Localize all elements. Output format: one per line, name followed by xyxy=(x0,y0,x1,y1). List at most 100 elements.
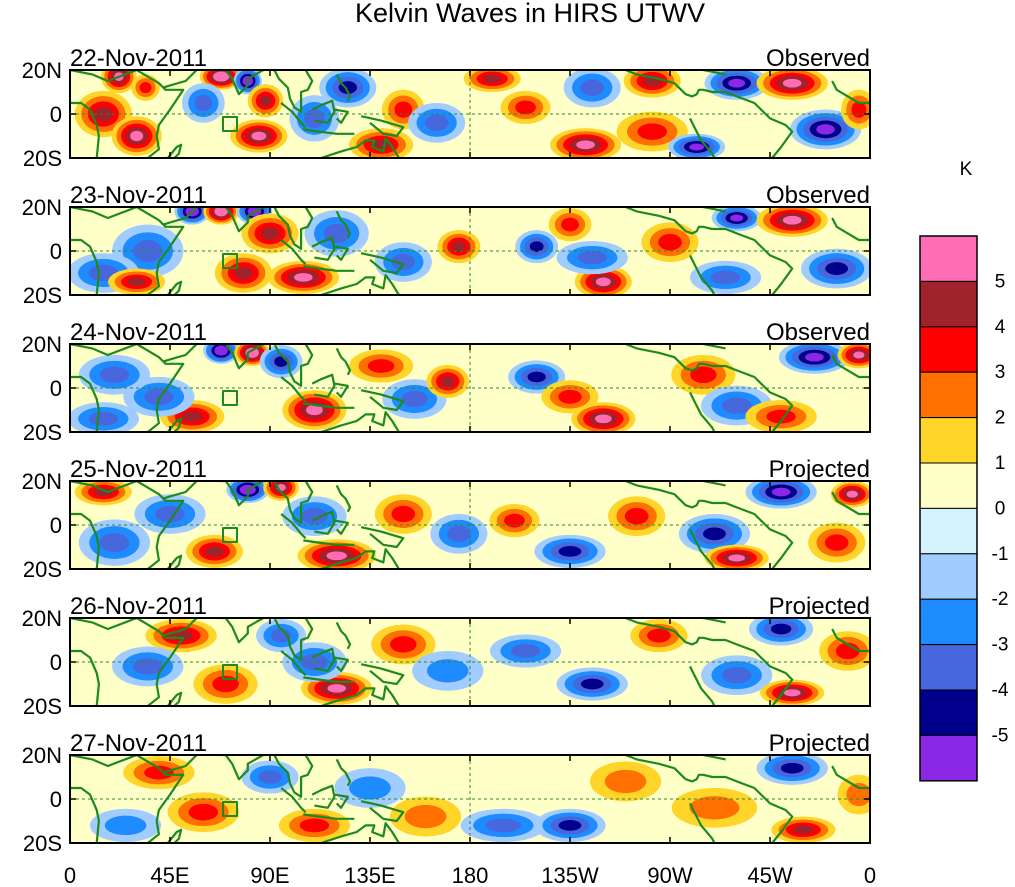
contour-level xyxy=(722,667,752,684)
panel-5: 26-Nov-2011 Projected 20N 0 20S xyxy=(22,593,871,719)
coastline xyxy=(273,755,314,798)
x-tick-label: 0 xyxy=(864,863,876,887)
coastline xyxy=(162,207,198,226)
panel-kind-label: Projected xyxy=(769,456,870,483)
contour-level xyxy=(558,546,582,557)
coastline xyxy=(689,802,716,843)
y-tick-label: 20S xyxy=(23,694,62,719)
coastline xyxy=(681,70,726,76)
contour-level xyxy=(390,636,417,653)
colorbar-tick-label: -1 xyxy=(992,544,1009,565)
coastline xyxy=(335,210,352,239)
colorbar-swatch xyxy=(919,644,978,691)
anomaly-contours xyxy=(112,618,870,706)
coastline xyxy=(303,813,355,820)
coastline xyxy=(303,128,355,135)
contour-level xyxy=(306,404,323,416)
coastline xyxy=(70,755,185,843)
colorbar-tick-label: 4 xyxy=(995,317,1006,338)
contour-level xyxy=(722,397,752,414)
x-tick-label: 135E xyxy=(344,863,395,887)
colorbar-tick-label: 1 xyxy=(995,453,1006,474)
contour-level xyxy=(452,241,466,252)
coastline xyxy=(320,274,400,295)
contour-level xyxy=(783,78,802,88)
contour-level xyxy=(624,508,649,525)
colorbar-swatch xyxy=(919,689,978,736)
contour-level xyxy=(558,820,582,831)
contour-level xyxy=(780,762,804,774)
contour-level xyxy=(367,359,395,373)
y-tick-label: 20S xyxy=(23,557,62,582)
coastline xyxy=(334,382,349,398)
contour-level xyxy=(485,818,521,833)
coastline xyxy=(303,539,355,546)
contour-level xyxy=(194,94,213,112)
coastline xyxy=(625,755,794,843)
coastline xyxy=(273,70,314,113)
y-tick-label: 20N xyxy=(22,469,62,494)
contour-level xyxy=(301,508,328,525)
coastline xyxy=(335,73,352,102)
region-box xyxy=(222,253,238,269)
region-box xyxy=(222,390,238,406)
contour-level xyxy=(144,765,174,780)
contour-level xyxy=(825,262,848,275)
colorbar-swatch xyxy=(919,235,978,282)
contour-level xyxy=(94,487,113,497)
coastlines xyxy=(70,755,870,843)
colorbar-tick-label: 3 xyxy=(995,362,1006,383)
coastline xyxy=(70,70,185,158)
x-tick-label: 0 xyxy=(64,863,76,887)
coastline xyxy=(280,239,307,265)
coastline xyxy=(70,344,185,432)
contour-level xyxy=(658,234,682,251)
contour-level xyxy=(301,653,328,671)
coastline xyxy=(320,548,400,569)
coastline xyxy=(303,676,355,683)
contour-level xyxy=(824,534,849,551)
panel-kind-label: Projected xyxy=(769,730,870,757)
colorbar-tick-label: -2 xyxy=(992,589,1009,610)
coastline xyxy=(311,647,336,672)
anomaly-contours xyxy=(74,481,870,569)
coastline xyxy=(280,650,307,676)
coastline xyxy=(360,389,405,412)
coastline xyxy=(218,207,264,233)
coastline xyxy=(162,70,198,89)
contour-level xyxy=(690,366,717,383)
coastline xyxy=(273,344,314,387)
region-box xyxy=(222,801,238,817)
colorbar-tick-label: 2 xyxy=(995,408,1006,429)
contour-level xyxy=(326,551,347,561)
coastline xyxy=(70,375,100,432)
colorbar-swatch xyxy=(919,598,978,646)
contour-level xyxy=(580,79,604,96)
coastline xyxy=(689,528,716,569)
coastline xyxy=(166,828,183,843)
coastline xyxy=(273,207,314,250)
y-tick-label: 20S xyxy=(23,420,62,445)
coastline xyxy=(831,217,870,242)
coastline xyxy=(681,344,726,350)
contour-level xyxy=(440,376,455,387)
coastline xyxy=(218,70,264,96)
y-tick-label: 20N xyxy=(22,606,62,631)
panel-3: 24-Nov-2011 Observed 20N 0 20S xyxy=(22,319,871,445)
colorbar-frame xyxy=(919,235,978,782)
coastline xyxy=(303,402,355,409)
contour-level xyxy=(766,409,796,424)
contour-level xyxy=(853,351,865,359)
contour-level xyxy=(527,371,546,383)
coastline xyxy=(70,207,185,295)
contour-level xyxy=(447,525,471,542)
contour-level xyxy=(710,270,741,285)
y-tick-label: 0 xyxy=(50,513,62,538)
coastline xyxy=(218,344,264,370)
contour-level xyxy=(139,82,152,94)
coastline xyxy=(831,765,870,790)
contour-level xyxy=(104,815,147,836)
coastline xyxy=(280,102,307,128)
contour-level xyxy=(133,240,163,262)
